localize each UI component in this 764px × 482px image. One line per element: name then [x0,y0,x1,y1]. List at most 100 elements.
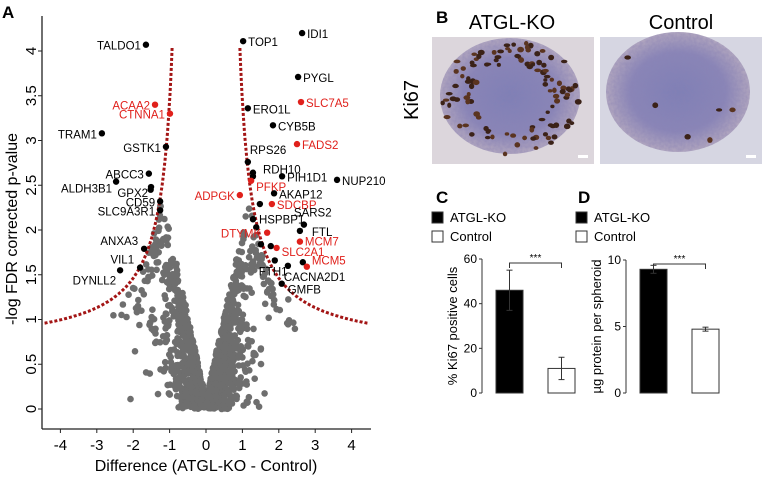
highlight-point-hspbp1 [249,216,257,223]
data-point [212,387,220,394]
highlight-point-ero1l [244,105,252,112]
significance-bracket [653,263,706,269]
data-point [161,292,168,299]
ki67-positive-nucleus [542,132,549,137]
gene-label-akap12: AKAP12 [279,189,322,201]
ki67-positive-nucleus [552,93,560,99]
y-tick-label: 0 [470,386,477,400]
data-point [177,342,184,350]
y-tick-label: 0.5 [23,354,40,375]
x-tick-label: 2 [275,437,283,454]
data-point [228,369,236,376]
data-point [185,401,192,409]
data-point [259,273,267,281]
legend-swatch-control [575,230,588,243]
data-point [118,311,125,319]
data-point [165,285,173,293]
ki67-positive-nucleus [485,129,492,133]
data-point [152,251,159,259]
volcano-axes: -4 -3 -2 -1 0 1 2 3 4 0 0.5 1 1.5 2 2.5 3 3.5 4 [23,16,371,454]
data-point [146,321,153,329]
data-point [164,234,172,241]
ki67-positive-nucleus [469,60,475,66]
row-label-ki67: Ki67 [401,80,423,120]
data-point [188,395,196,402]
data-point [146,370,154,377]
highlight-point-akap12 [270,190,278,197]
data-point [131,348,139,355]
data-point [177,385,185,393]
ki67-positive-nucleus [449,96,457,102]
highlight-point-gmfb [278,280,285,287]
gene-label-ero1l: ERO1L [253,104,291,116]
data-point [262,265,270,273]
data-point [239,346,247,354]
data-point [123,313,130,321]
ki67-positive-nucleus [517,46,525,53]
data-point [167,346,175,354]
ki67-positive-nucleus [496,62,501,67]
highlight-point-mcm5 [303,263,311,270]
ki67-positive-nucleus [569,121,575,126]
bar-control [691,328,720,394]
gene-label-top1: TOP1 [248,37,278,49]
data-point [276,306,284,314]
data-point [243,381,250,388]
data-point [203,399,211,407]
gene-label-tram1: TRAM1 [58,129,97,141]
ki67-positive-nucleus [465,98,471,105]
gene-label-taldo1: TALDO1 [97,41,141,53]
highlight-point [267,242,274,250]
x-tick-label: 4 [347,437,355,454]
ki67-positive-nucleus [707,137,713,143]
y-tick-label: 40 [464,297,478,311]
gene-label-sdcbp: SDCBP [277,200,317,212]
col-label-atgl-ko: ATGL-KO [469,12,555,34]
ki67-positive-nucleus [453,59,461,64]
data-point [251,375,258,383]
highlight-point-pfkp [247,177,255,184]
ki67-positive-nucleus [556,80,563,87]
data-point [181,376,189,384]
data-point [148,313,155,321]
data-point [237,272,244,280]
data-point [186,360,193,367]
data-point [256,260,263,268]
ki67-positive-nucleus [543,74,551,79]
highlight-point-gstk1 [162,143,170,150]
highlight-point-pih1d1 [278,173,286,180]
y-tick-label: 10 [608,253,622,267]
gene-label-rdh10: RDH10 [263,164,301,176]
y-tick-label: 0 [614,386,621,400]
ki67-positive-nucleus [443,114,451,120]
data-point [162,310,170,317]
data-point [234,310,241,318]
data-point [189,336,196,344]
data-point [219,343,227,351]
highlight-point-cyb5b [269,122,277,129]
highlight-point-ctnna1 [166,110,174,117]
significance-marker: *** [530,253,542,264]
gene-label-slc7a5: SLC7A5 [306,98,349,110]
ki67-positive-nucleus [460,74,465,79]
gene-label-aldh3b1: ALDH3B1 [61,184,112,196]
data-point [166,317,173,324]
data-point [205,392,213,400]
data-point [186,343,193,350]
ki67-positive-nucleus [533,146,539,150]
panel-label-b: B [436,8,448,27]
data-point [213,347,221,354]
y-tick-label: 5 [614,320,621,334]
data-point [153,266,160,274]
ki67-positive-nucleus [464,79,472,84]
ki67-positive-nucleus [440,100,445,106]
ki67-positive-nucleus [462,123,469,128]
y-tick-label: 3 [23,136,40,144]
data-point [175,290,182,297]
ki67-positive-nucleus [522,135,528,141]
ki67-positive-nucleus [507,49,512,54]
ki67-positive-nucleus [484,62,492,66]
data-point [246,285,253,292]
